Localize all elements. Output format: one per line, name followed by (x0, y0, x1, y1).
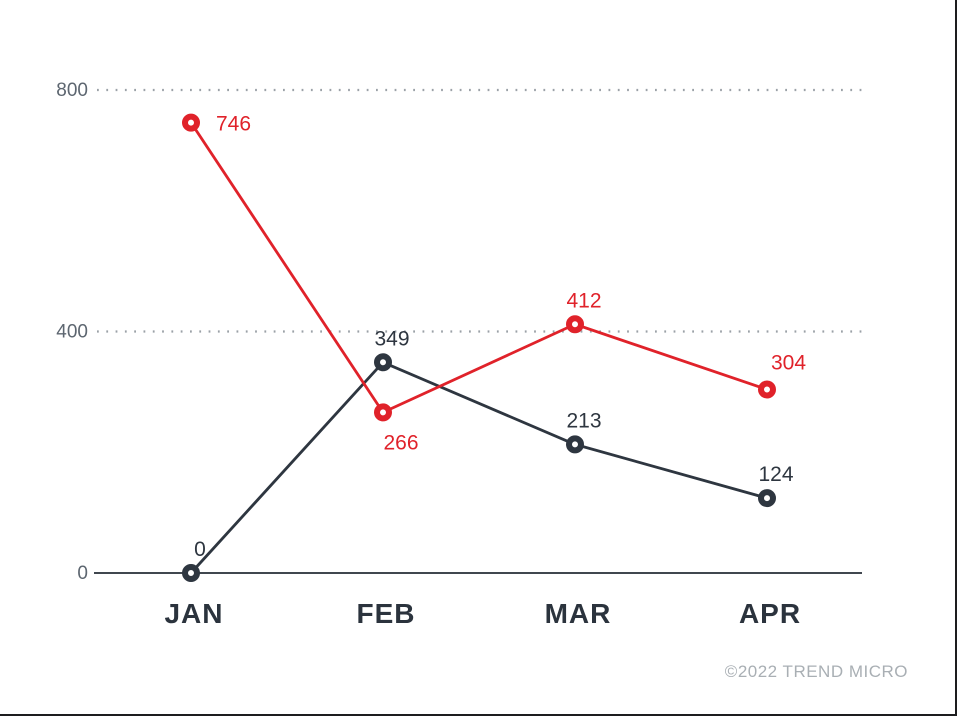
dark-series-point-label-FEB: 349 (374, 327, 409, 350)
x-axis-label-MAR: MAR (545, 598, 612, 629)
copyright-text: ©2022 TREND MICRO (724, 662, 908, 681)
dark-series-line (189, 360, 769, 575)
red-series-point-label-MAR: 412 (566, 289, 601, 312)
red-series-line (189, 121, 769, 414)
x-axis-label-APR: APR (739, 598, 801, 629)
page-edge-bottom (0, 714, 957, 716)
dark-series-point-JAN (182, 564, 200, 582)
dark-series-point-APR (758, 489, 776, 508)
dark-series-point-label-MAR: 213 (566, 409, 601, 432)
red-series-point-APR (758, 380, 776, 399)
red-series-point-JAN (182, 113, 200, 132)
red-series-point-FEB (374, 403, 392, 422)
red-series-point-label-JAN: 746 (216, 113, 251, 136)
y-tick-label-400: 400 (56, 322, 88, 343)
page-edge-right (955, 0, 957, 716)
dark-series-point-FEB (374, 353, 392, 372)
y-tick-label-800: 800 (56, 80, 88, 101)
red-series-point-MAR (566, 315, 584, 334)
dark-series-point-label-APR: 124 (758, 463, 793, 486)
x-axis-label-FEB: FEB (357, 598, 416, 629)
dark-series-point-MAR (566, 435, 584, 454)
x-axis-label-JAN: JAN (164, 598, 223, 629)
y-tick-label-0: 0 (77, 563, 88, 584)
red-series-point-label-APR: 304 (771, 351, 806, 374)
red-series-point-label-FEB: 266 (383, 431, 418, 454)
dark-series-point-label-JAN: 0 (194, 538, 206, 561)
